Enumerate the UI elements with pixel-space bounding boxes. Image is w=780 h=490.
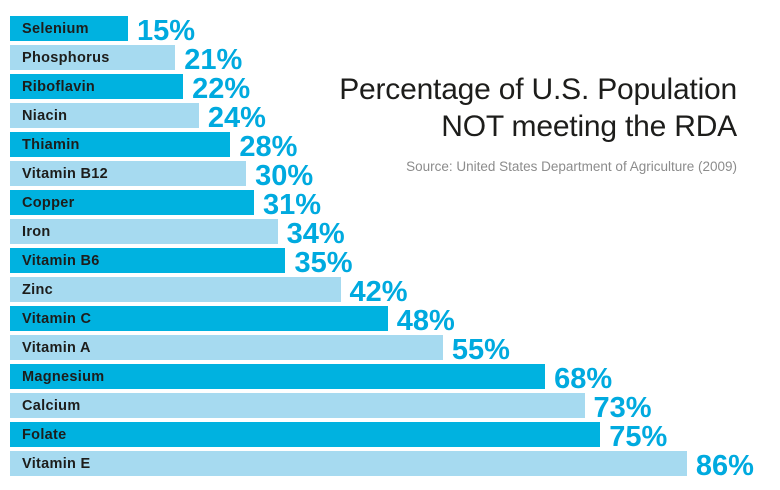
bar-value-label: 35% [294,247,353,279]
bar-row: Vitamin B12 30% [10,160,754,192]
bar-value-label: 28% [239,131,298,163]
bar-value-label: 21% [184,44,243,76]
bar-value-label: 31% [262,189,322,221]
bar-row: Magnesium 68% [10,363,754,395]
bar-category-label: Folate [22,426,67,443]
bar-row: Niacin 24% [10,102,754,134]
bar-category-label: Thiamin [22,136,80,153]
bar-row: Calcium 73% [10,392,754,424]
bar: Vitamin B6 [10,248,286,273]
bar: Zinc [10,277,341,302]
bar-category-label: Zinc [22,281,54,298]
bar-row: Copper 31% [10,189,754,221]
bar-row: Folate 75% [10,421,754,453]
chart-title-line-1: Percentage of U.S. Population [339,73,737,106]
bar-category-label: Vitamin E [22,455,91,472]
bar-category-label: Iron [22,223,51,240]
bar-category-label: Vitamin C [22,310,92,327]
bar: Iron [10,219,278,244]
bar-row: Vitamin E 86% [10,450,754,482]
bar: Vitamin C [10,306,388,331]
bar-value-label: 48% [396,305,455,337]
bar-category-label: Vitamin B6 [22,252,100,269]
bar-row: Selenium 15% [10,15,754,47]
bar-category-label: Copper [22,194,75,211]
bar-rows: Selenium 15% Phosphorus 21% Riboflavin 2… [10,15,754,482]
bar-category-label: Calcium [22,397,81,414]
bar-value-label: 22% [192,73,251,105]
bar-category-label: Vitamin A [22,339,91,356]
bar-row: Iron 34% [10,218,754,250]
bar-category-label: Riboflavin [22,78,96,95]
bar-value-label: 55% [451,334,510,366]
bar-row: Zinc 42% [10,276,754,308]
bar-row: Thiamin 28% [10,131,754,163]
bar-row: Vitamin A 55% [10,334,754,366]
bar-value-label: 34% [286,218,345,250]
bar-value-label: 15% [137,15,196,47]
bar: Vitamin E [10,451,687,476]
bar-value-label: 42% [349,276,408,308]
chart-title-line-2: NOT meeting the RDA [441,110,737,143]
bar-category-label: Niacin [22,107,68,124]
bar: Copper [10,190,254,215]
bar: Folate [10,422,601,447]
bar-row: Phosphorus 21% [10,44,754,76]
bar-category-label: Magnesium [22,368,105,385]
bar-value-label: 86% [695,450,754,482]
bar: Vitamin B12 [10,161,247,186]
bar: Thiamin [10,132,231,157]
bar-value-label: 68% [554,363,613,395]
bar: Vitamin A [10,335,443,360]
bar: Magnesium [10,364,546,389]
bar: Calcium [10,393,585,418]
bar: Riboflavin [10,74,184,99]
bar-value-label: 73% [593,392,652,424]
bar: Selenium [10,16,129,41]
bar-value-label: 75% [609,421,668,453]
bar: Niacin [10,103,199,128]
chart-source: Source: United States Department of Agri… [406,159,737,174]
bar-category-label: Selenium [22,20,89,37]
bar-value-label: 24% [207,102,266,134]
bar-row: Vitamin B6 35% [10,247,754,279]
bar-row: Vitamin C 48% [10,305,754,337]
bar-category-label: Vitamin B12 [22,165,109,182]
chart-header: Percentage of U.S. Population NOT meetin… [339,71,737,175]
bar-value-label: 30% [255,160,314,192]
bar-category-label: Phosphorus [22,49,110,66]
bar: Phosphorus [10,45,176,70]
bar-row: Riboflavin 22% [10,73,754,105]
